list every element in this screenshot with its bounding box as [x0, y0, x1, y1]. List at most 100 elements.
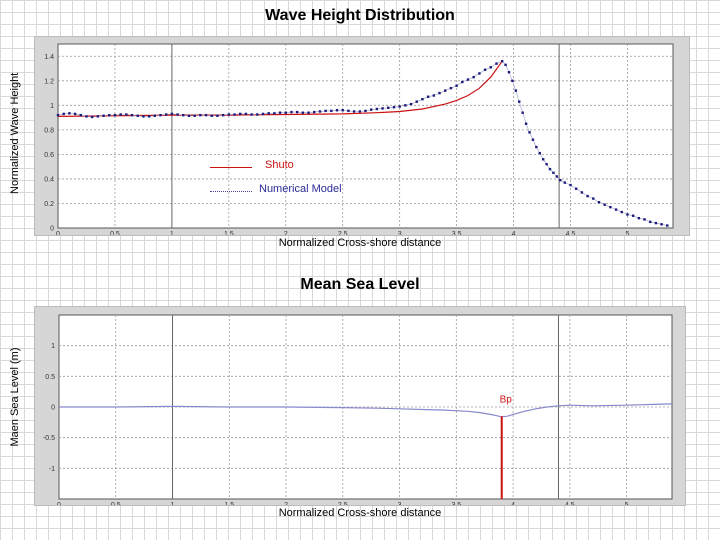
wave-height-numerical-model-point: [85, 115, 88, 118]
wave-height-y-tick-label: 0.2: [44, 201, 54, 208]
wave-height-numerical-model-point: [524, 122, 528, 125]
wave-height-numerical-model-point: [290, 110, 293, 114]
wave-height-numerical-model-point: [375, 107, 379, 111]
wave-height-numerical-model-point: [541, 158, 545, 161]
wave-height-numerical-model-point: [518, 100, 521, 103]
wave-height-numerical-model-point: [531, 138, 535, 141]
wave-height-numerical-model-point: [528, 131, 531, 134]
wave-height-numerical-model-point: [548, 167, 552, 171]
wave-height-numerical-model-point: [136, 114, 139, 117]
wave-height-numerical-model-point: [597, 201, 601, 204]
wave-height-numerical-model-point: [108, 113, 111, 117]
wave-height-y-tick-label: 0.4: [44, 176, 54, 183]
wave-height-numerical-model-point: [426, 95, 430, 98]
mean-sea-level-x-tick-label: 2.5: [338, 502, 348, 505]
wave-height-numerical-model-point: [56, 113, 60, 117]
wave-height-numerical-model-point: [284, 111, 287, 114]
wave-height-numerical-model-point: [592, 197, 595, 200]
wave-height-numerical-model-point: [250, 113, 253, 116]
wave-height-numerical-model-point: [507, 71, 511, 74]
wave-height-numerical-model-point: [68, 112, 71, 115]
wave-height-xlabel: Normalized Cross-shore distance: [278, 237, 442, 249]
wave-height-numerical-model-point: [187, 114, 191, 117]
mean-sea-level-x-tick-label: 1.5: [224, 502, 234, 505]
wave-height-numerical-model-point: [330, 109, 333, 113]
mean-sea-level-x-tick-label: 0: [57, 502, 61, 505]
wave-height-numerical-model-point: [574, 187, 578, 190]
wave-height-x-tick-label: 1.5: [224, 231, 234, 235]
wave-height-numerical-model-point: [102, 114, 105, 117]
wave-height-numerical-model-point: [244, 112, 248, 116]
wave-height-y-tick-label: 1.4: [44, 54, 54, 61]
wave-height-numerical-model-point: [626, 213, 629, 216]
wave-height-numerical-model-point: [500, 59, 504, 63]
wave-height-numerical-model-point: [62, 112, 65, 116]
wave-height-numerical-model-point: [358, 110, 362, 113]
wave-height-numerical-model-point: [79, 113, 82, 117]
wave-height-numerical-model-point: [233, 113, 236, 116]
wave-height-numerical-model-point: [352, 110, 356, 113]
wave-height-numerical-model-point: [182, 113, 185, 117]
wave-height-numerical-model-point: [504, 63, 507, 67]
wave-height-x-tick-label: 2.5: [338, 231, 348, 235]
wave-height-numerical-model-point: [472, 75, 475, 79]
wave-height-numerical-model-point: [301, 111, 305, 114]
wave-height-numerical-model-point: [438, 91, 441, 95]
wave-height-numerical-model-point: [227, 113, 231, 116]
wave-height-x-tick-label: 0: [56, 231, 60, 235]
wave-height-numerical-model-point: [654, 221, 658, 225]
wave-height-numerical-model-point: [637, 216, 641, 220]
wave-height-numerical-model-point: [563, 181, 567, 184]
wave-height-numerical-model-point: [538, 151, 541, 155]
mean-sea-level-x-tick-label: 5: [625, 502, 629, 505]
mean-sea-level-x-tick-label: 4.5: [565, 502, 575, 505]
legend-numerical-model-label: Numerical Model: [259, 183, 342, 195]
wave-height-numerical-model-point: [142, 115, 145, 118]
mean-sea-level-x-tick-label: 3: [398, 502, 402, 505]
wave-height-numerical-model-point: [159, 113, 162, 117]
wave-height-numerical-model-point: [221, 113, 225, 117]
wave-height-numerical-model-point: [555, 175, 559, 178]
wave-height-x-tick-label: 0.5: [110, 231, 120, 235]
mean-sea-level-x-tick-label: 2: [284, 502, 288, 505]
wave-height-numerical-model-point: [559, 178, 562, 182]
wave-height-numerical-model-point: [455, 84, 458, 87]
wave-height-numerical-model-point: [147, 115, 151, 118]
wave-height-numerical-model-point: [649, 220, 652, 224]
wave-height-y-tick-label: 0: [50, 226, 54, 233]
wave-height-numerical-model-point: [73, 112, 77, 116]
wave-height-y-tick-label: 0.8: [44, 127, 54, 134]
wave-height-numerical-model-point: [432, 94, 436, 97]
wave-height-numerical-model-point: [273, 112, 276, 115]
wave-height-numerical-model-point: [620, 210, 623, 214]
wave-height-numerical-model-point: [545, 163, 548, 166]
wave-height-numerical-model-point: [318, 110, 322, 113]
wave-height-numerical-model-point: [125, 113, 128, 116]
mean-sea-level-x-tick-label: 3.5: [451, 502, 461, 505]
wave-height-numerical-model-point: [307, 111, 310, 114]
wave-height-numerical-model-point: [261, 112, 265, 116]
wave-height-numerical-model-point: [614, 208, 618, 211]
wave-height-numerical-model-point: [398, 105, 401, 108]
mean-sea-level-x-tick-label: 4: [511, 502, 515, 505]
wave-height-numerical-model-point: [130, 113, 134, 117]
wave-height-numerical-model-point: [603, 203, 606, 206]
wave-height-shuto-line: [57, 60, 503, 117]
wave-height-numerical-model-point: [381, 107, 384, 110]
wave-height-numerical-model-point: [313, 110, 316, 114]
wave-height-numerical-model-point: [514, 89, 518, 92]
wave-height-numerical-model-point: [113, 113, 117, 117]
legend-shuto-swatch: [210, 167, 252, 168]
wave-height-numerical-model-point: [449, 86, 453, 90]
wave-height-x-tick-label: 3: [398, 231, 402, 235]
wave-height-numerical-model-point: [392, 105, 396, 109]
wave-height-x-tick-label: 1: [170, 231, 174, 235]
wave-height-numerical-model-point: [421, 98, 424, 101]
wave-height-numerical-model-point: [347, 109, 350, 113]
wave-height-numerical-model-point: [216, 114, 219, 117]
mean-sea-level-x-tick-label: 0.5: [111, 502, 121, 505]
wave-height-x-tick-label: 2: [284, 231, 288, 235]
wave-height-numerical-model-point: [495, 62, 498, 65]
wave-height-numerical-model-point: [335, 109, 339, 112]
wave-height-x-tick-label: 3.5: [452, 231, 462, 235]
